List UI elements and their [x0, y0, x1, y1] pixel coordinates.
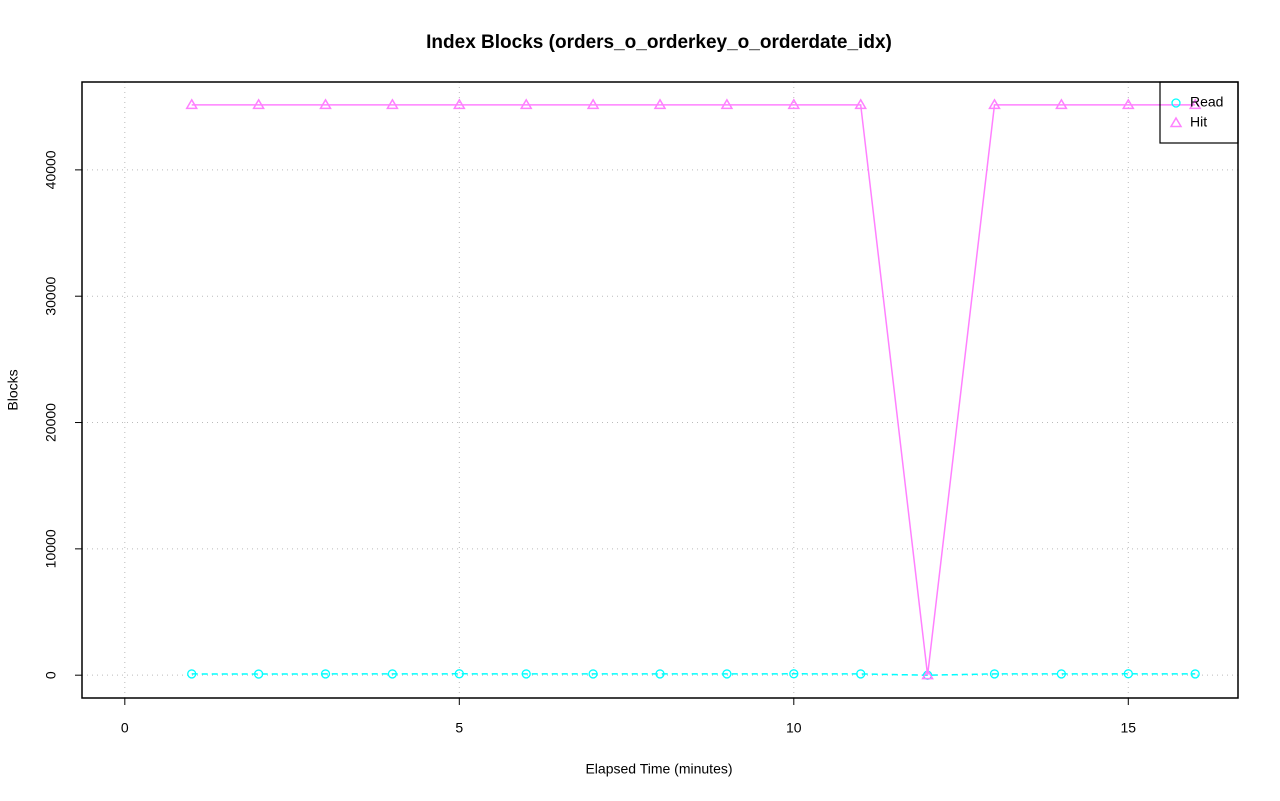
legend-box	[1159, 81, 1239, 144]
point	[854, 98, 868, 110]
point	[856, 669, 866, 679]
point	[921, 668, 934, 680]
plot-frame	[81, 81, 1239, 699]
y-axis-label: Blocks	[5, 369, 21, 410]
point	[519, 98, 533, 110]
point	[253, 669, 264, 679]
x-tick-label: 5	[455, 720, 463, 736]
point	[586, 98, 600, 110]
point	[252, 98, 265, 110]
point	[588, 669, 598, 679]
y-tick-label: 30000	[43, 277, 59, 316]
point	[187, 669, 197, 679]
point	[653, 98, 667, 110]
point	[1055, 98, 1068, 110]
series-line	[191, 104, 1196, 676]
point	[787, 98, 801, 110]
point	[722, 669, 732, 679]
series	[185, 98, 1202, 680]
point	[655, 669, 665, 679]
series	[187, 669, 1200, 680]
point	[521, 669, 531, 679]
point	[320, 669, 331, 679]
point	[1190, 669, 1200, 679]
legend-label: Read	[1190, 94, 1223, 110]
legend-label: Hit	[1190, 114, 1207, 130]
point	[720, 98, 734, 110]
point	[988, 98, 1001, 110]
series-line	[191, 673, 1196, 676]
point	[1056, 669, 1067, 679]
point	[1121, 98, 1135, 110]
point	[454, 669, 464, 679]
point	[319, 98, 332, 110]
y-tick-label: 40000	[43, 150, 59, 189]
chart-title: Index Blocks (orders_o_orderkey_o_orderd…	[426, 32, 892, 53]
point	[1188, 98, 1202, 110]
plot-area	[185, 98, 1202, 680]
legend: Read Hit	[1159, 81, 1239, 144]
x-tick-label: 0	[121, 720, 129, 736]
x-tick-label: 15	[1120, 720, 1136, 736]
point	[789, 669, 799, 679]
point	[185, 98, 199, 110]
y-tick-label: 0	[43, 671, 59, 679]
y-tick-label: 20000	[43, 403, 59, 442]
legend-marker	[1171, 98, 1181, 108]
x-tick-label: 10	[786, 720, 802, 736]
grid	[82, 82, 1238, 698]
point	[386, 98, 399, 110]
legend-marker	[1169, 116, 1183, 128]
point	[989, 669, 1000, 679]
point	[452, 98, 466, 110]
point	[1123, 669, 1133, 679]
y-tick-label: 10000	[43, 529, 59, 568]
point	[387, 669, 398, 679]
x-axis-label: Elapsed Time (minutes)	[585, 761, 732, 777]
